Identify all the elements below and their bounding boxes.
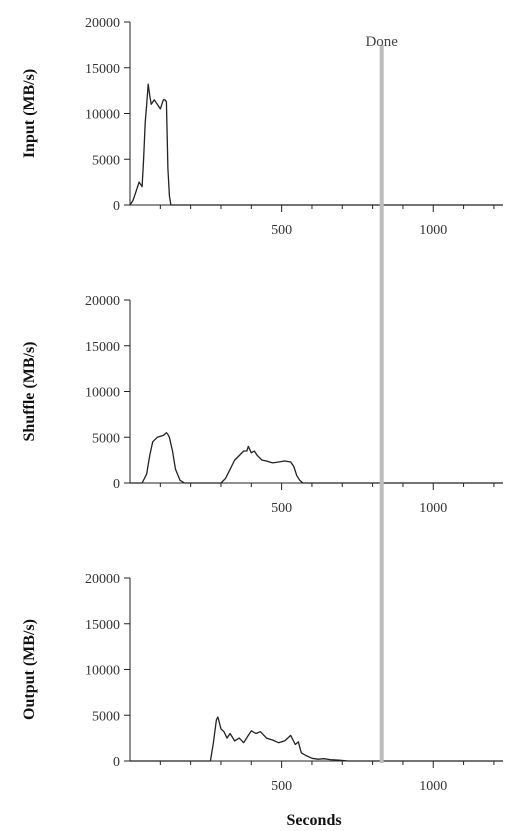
y-tick-label: 0 (113, 199, 120, 214)
y-tick-label: 10000 (85, 108, 120, 123)
panel-2: 0 5000 10000 15000 20000 500 1000 Shuffle (MB/s… (21, 294, 503, 516)
y-tick-label: 20000 (85, 572, 120, 587)
y-axis-title: Input (MB/s) (21, 69, 38, 158)
series-line (130, 716, 503, 762)
done-annotation-label: Done (365, 34, 398, 50)
x-tick-label: 1000 (419, 501, 447, 516)
y-tick-label: 20000 (85, 16, 120, 31)
x-tick-label: 1000 (419, 779, 447, 794)
panel-3: 0 5000 10000 15000 20000 500 1000 Output (MB/s) (21, 572, 503, 794)
y-tick-label: 15000 (85, 62, 120, 77)
x-tick-label: 500 (271, 501, 292, 516)
y-tick-label: 5000 (92, 153, 120, 168)
y-tick-label: 15000 (85, 618, 120, 633)
x-tick-label: 500 (271, 223, 292, 238)
y-axis-title: Shuffle (MB/s) (21, 342, 38, 442)
y-tick-label: 20000 (85, 294, 120, 309)
y-tick-label: 10000 (85, 386, 120, 401)
series-line (130, 432, 503, 484)
y-axis-title: Output (MB/s) (21, 619, 38, 720)
y-tick-label: 5000 (92, 709, 120, 724)
x-tick-label: 500 (271, 779, 292, 794)
x-axis-title: Seconds (286, 812, 341, 829)
y-tick-label: 10000 (85, 664, 120, 679)
panel-1: 0 5000 10000 15000 20000 500 1000 Input (MB/s) (21, 16, 503, 238)
series-line (129, 83, 503, 206)
y-tick-label: 15000 (85, 340, 120, 355)
y-tick-label: 5000 (92, 431, 120, 446)
y-tick-label: 0 (113, 477, 120, 492)
y-tick-label: 0 (113, 755, 120, 770)
x-tick-label: 1000 (419, 223, 447, 238)
